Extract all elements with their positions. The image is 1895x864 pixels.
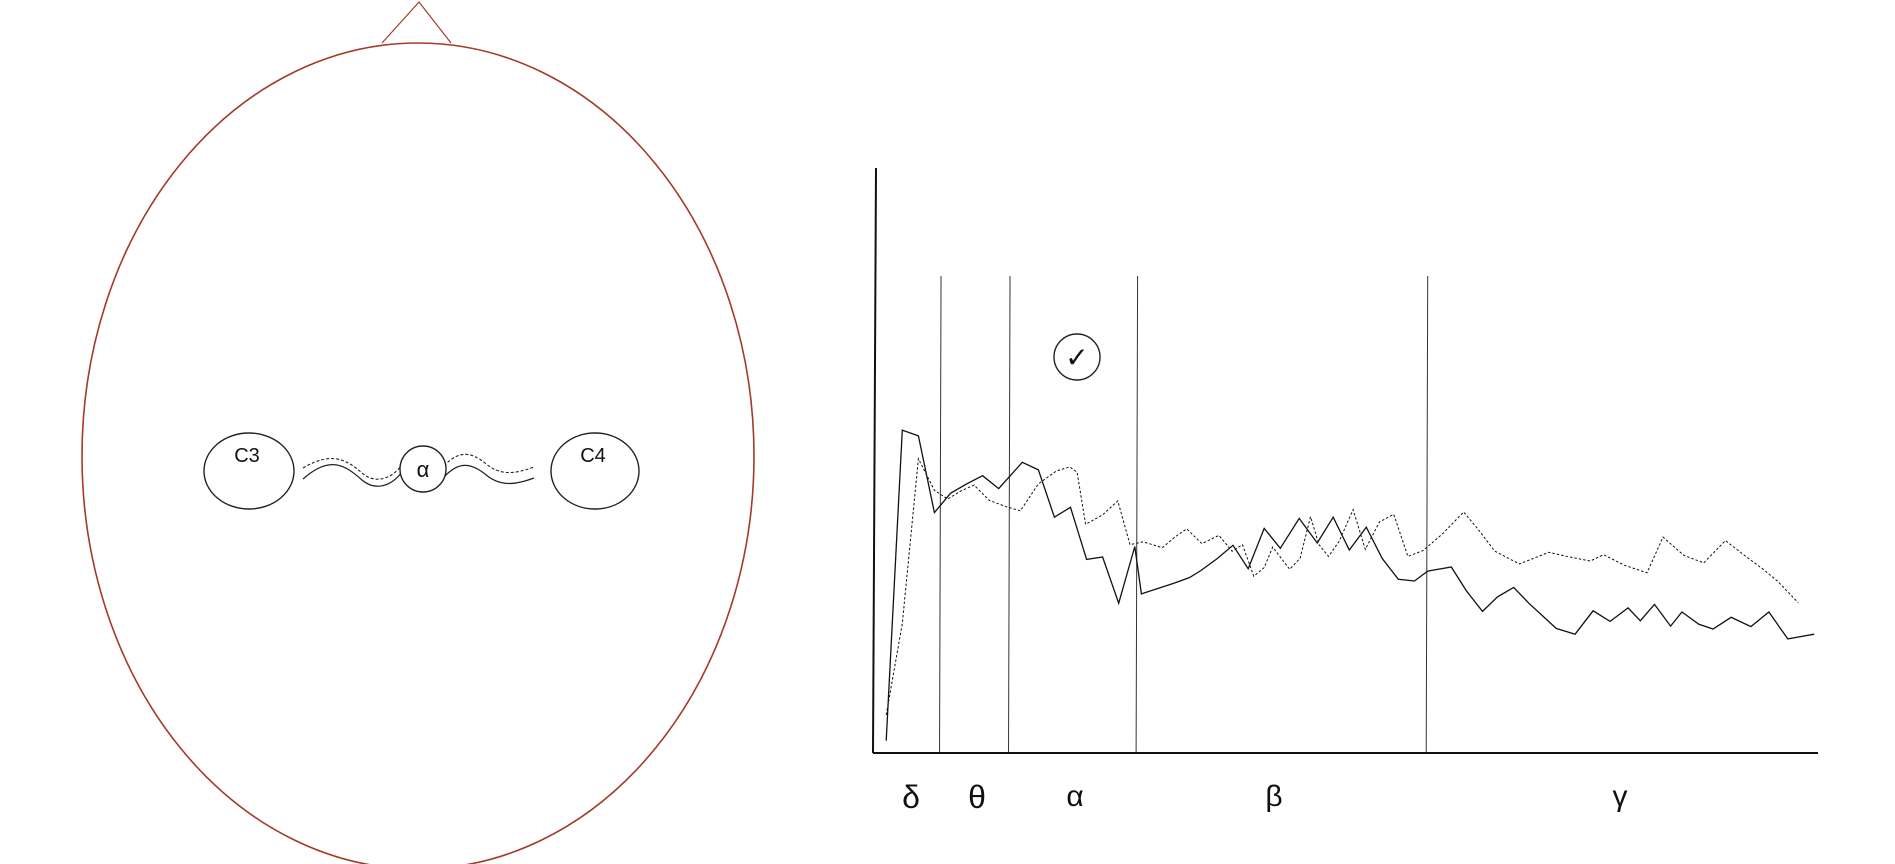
check-circle (1053, 333, 1101, 381)
band-boundary-line-4 (1425, 275, 1429, 754)
alpha-check-badge: ✓ (1053, 333, 1101, 381)
nose-triangle (381, 1, 452, 44)
series-solid-line (885, 429, 1815, 741)
band-boundaries (939, 275, 1429, 754)
series-dotted-line (885, 456, 1799, 716)
electrode-c3-circle (203, 432, 295, 510)
band-label-gamma: γ (1613, 780, 1628, 813)
right-solid-wave (443, 464, 535, 485)
connector-waves: α (302, 445, 535, 493)
left-dotted-wave (302, 458, 402, 480)
alpha-connector-label: α (417, 457, 430, 482)
electrode-c4-circle (550, 432, 640, 510)
band-boundary-line-3 (1135, 275, 1139, 754)
band-label-beta: β (1265, 780, 1282, 813)
check-icon: ✓ (1065, 341, 1088, 374)
alpha-connector-circle (399, 445, 447, 493)
spectrum-chart: ✓ δ θ α β γ (872, 167, 1818, 815)
electrode-left: C3 (203, 432, 295, 510)
electrode-right: C4 (550, 432, 640, 510)
head-diagram: C3 C4 α (81, 1, 755, 864)
right-dotted-wave (443, 453, 535, 474)
band-boundary-line-1 (939, 275, 942, 754)
electrode-c3-label: C3 (234, 445, 260, 467)
series-layer (885, 429, 1815, 741)
head-outline (81, 42, 755, 864)
left-solid-wave (302, 464, 402, 487)
band-boundary-line-2 (1008, 275, 1011, 754)
band-labels: δ θ α β γ (902, 779, 1627, 815)
band-label-delta: δ (902, 779, 920, 815)
band-label-theta: θ (968, 779, 986, 815)
band-label-alpha: α (1066, 780, 1083, 813)
electrode-c4-label: C4 (580, 445, 606, 467)
y-axis (872, 167, 877, 754)
